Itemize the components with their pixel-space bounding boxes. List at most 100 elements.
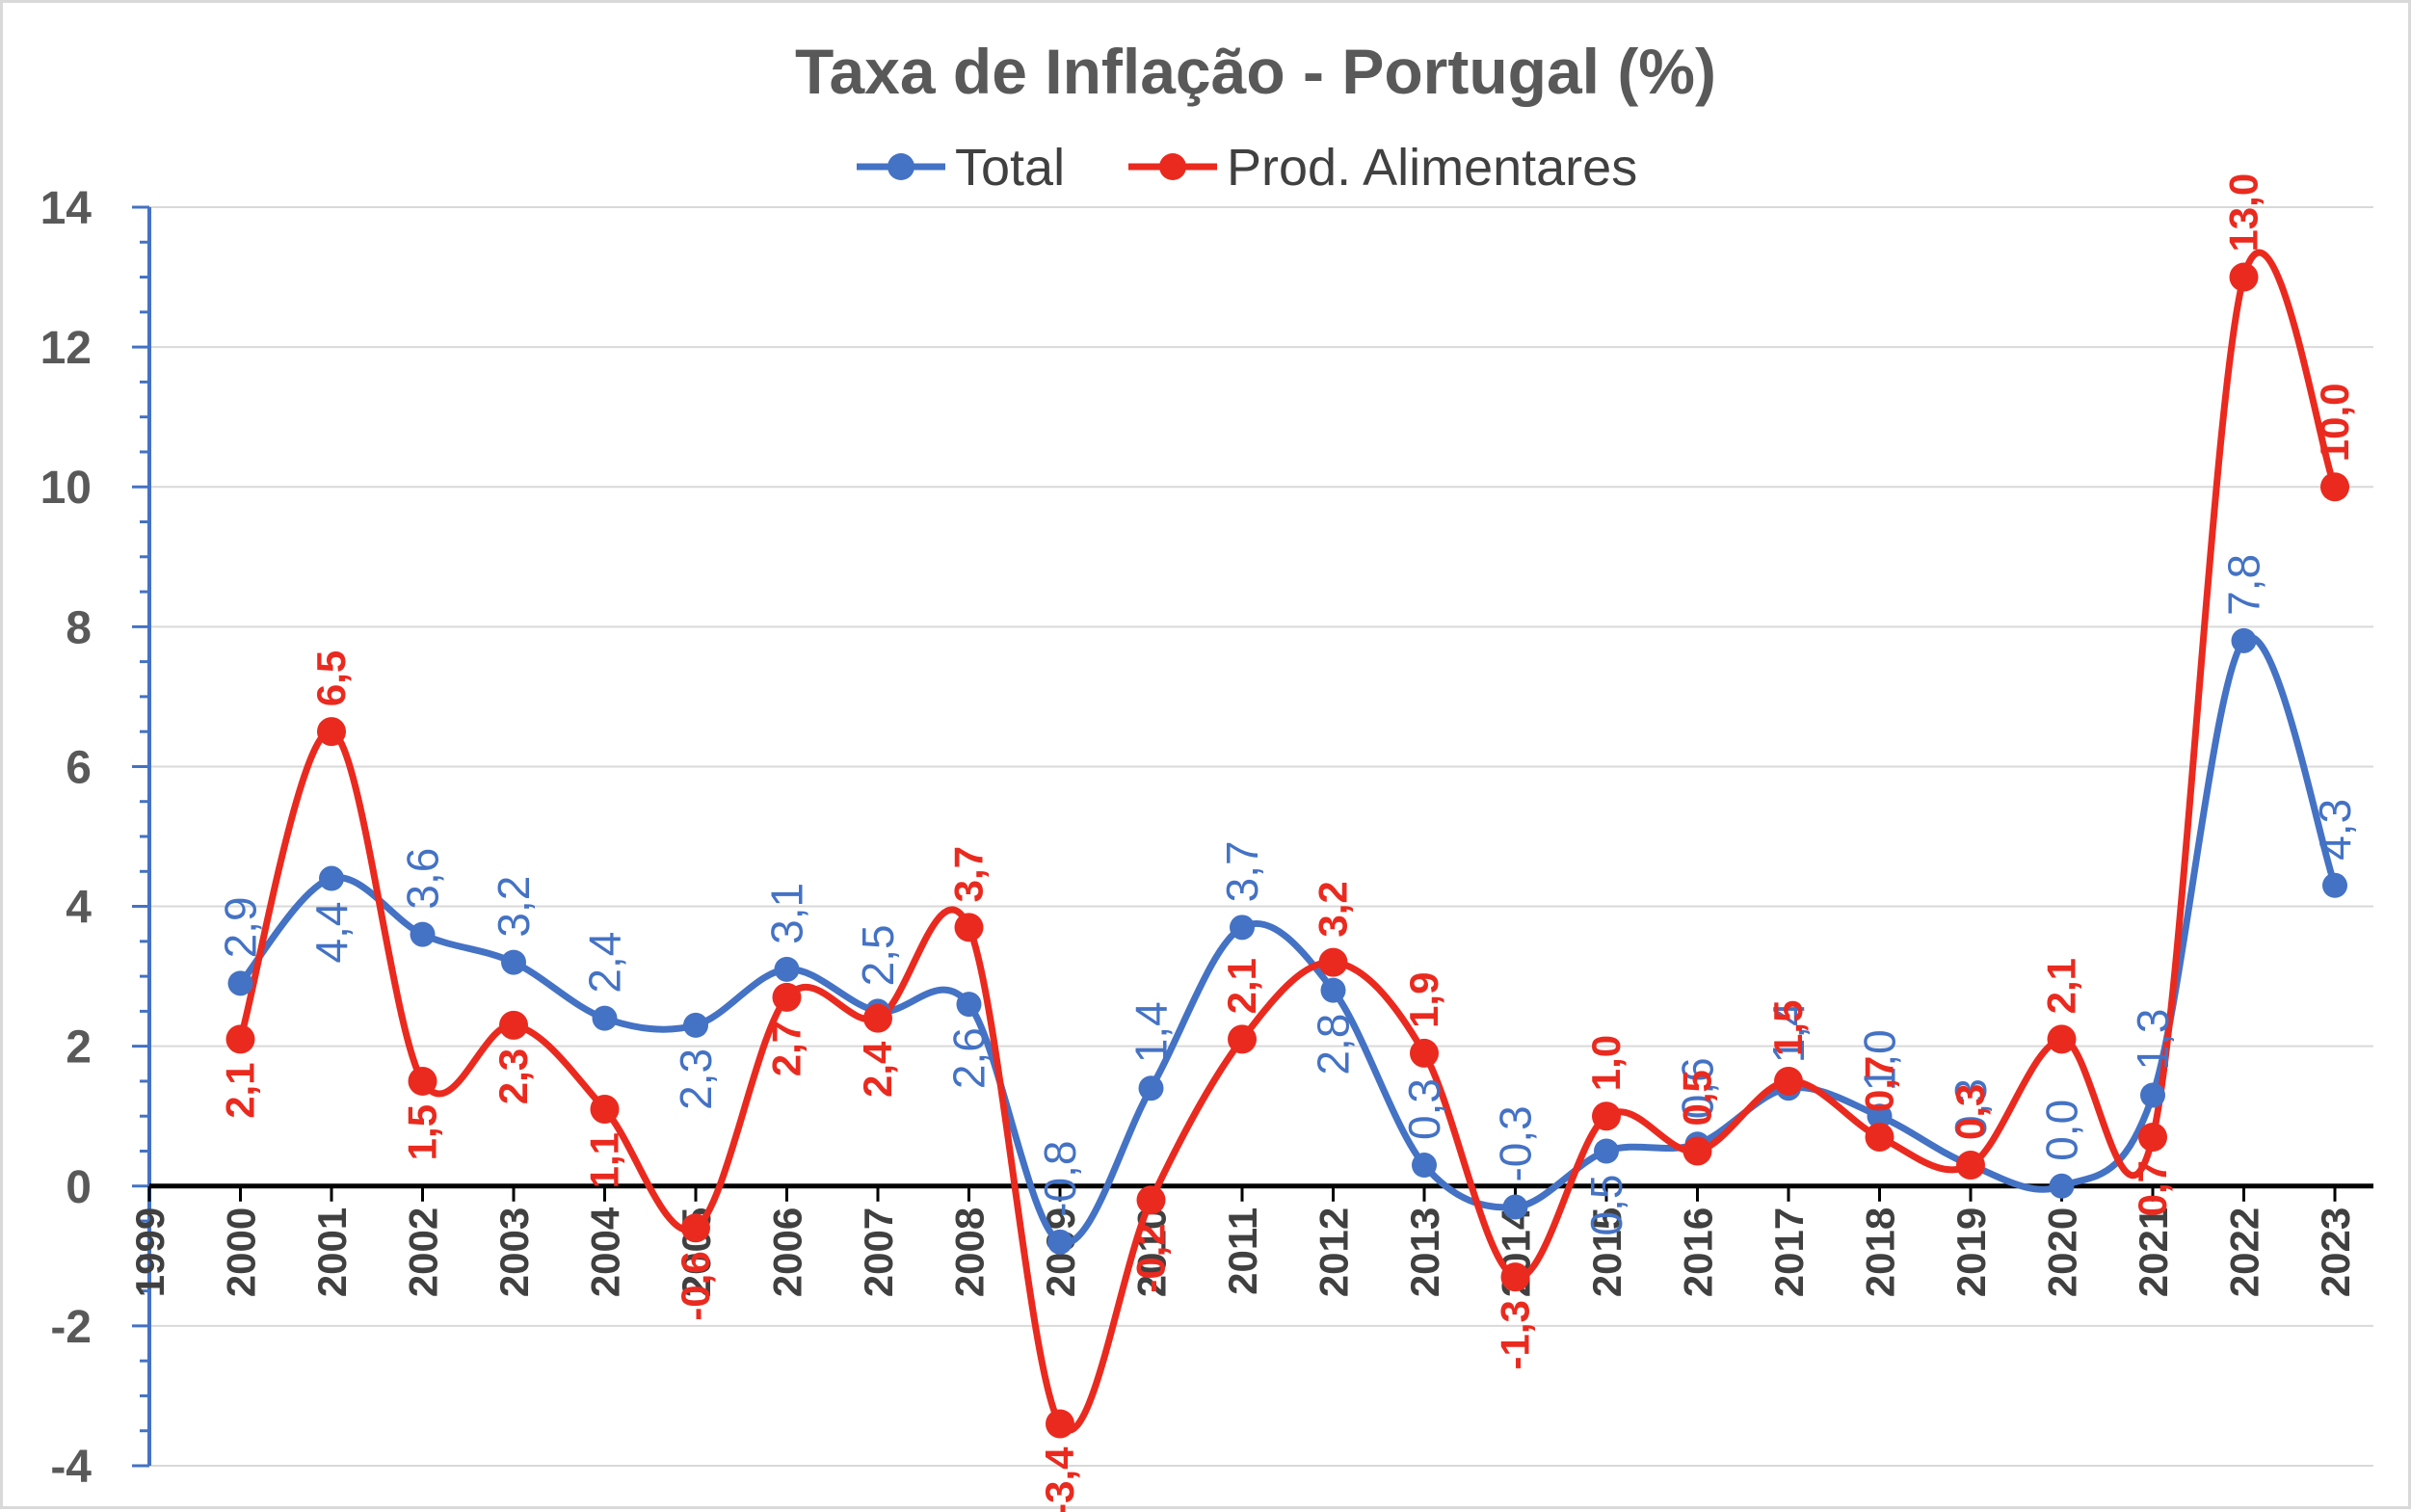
total-point [319, 865, 344, 891]
total-data-label: -0,3 [1491, 1105, 1541, 1181]
x-tick-label: 2023 [2313, 1207, 2358, 1297]
total-point [2049, 1173, 2075, 1199]
x-tick-label: 2008 [947, 1207, 993, 1297]
prod-alimentares-point [772, 982, 802, 1012]
total-data-label: 0,3 [1399, 1078, 1449, 1140]
total-point [956, 992, 982, 1018]
data-labels: 2,9 4,4 3,6 3,2 2,4 2,3 3,1 2,5 2,6 -0,8 1,4 3,7 2,8… [216, 173, 2361, 1512]
prod-alimentares-point [1228, 1024, 1257, 1054]
legend-swatch-marker [1159, 153, 1186, 180]
prod-alimentares-data-label: 1,1 [582, 1132, 627, 1188]
total-point [1320, 977, 1346, 1003]
total-data-label: 3,6 [398, 848, 448, 910]
total-point [2231, 627, 2257, 653]
x-tick-label: 2021 [2131, 1207, 2176, 1297]
y-tick-label: -4 [50, 1442, 92, 1493]
prod-alimentares-data-label: 0,7 [2130, 1160, 2175, 1216]
gridlines [149, 206, 2373, 1467]
x-tick-label: 2006 [765, 1207, 810, 1297]
line-chart: Taxa de Inflação - Portugal (%) Total Pro… [40, 36, 2373, 1512]
y-tick-label: 0 [66, 1162, 92, 1213]
prod-alimentares-data-label: 2,1 [1219, 958, 1264, 1014]
prod-alimentares-point [1956, 1151, 1985, 1180]
prod-alimentares-data-label: 0,5 [1675, 1070, 1720, 1126]
prod-alimentares-point [1500, 1262, 1530, 1292]
prod-alimentares-data-label: 13,0 [2221, 173, 2266, 252]
series-line-total [237, 633, 2339, 1247]
prod-alimentares-data-label: 3,2 [1311, 881, 1356, 937]
total-point [1867, 1103, 1893, 1129]
x-tick-label: 2010 [1129, 1207, 1175, 1297]
total-data-label: 3,7 [1217, 840, 1267, 902]
legend-swatch-marker [888, 153, 914, 180]
total-point [1138, 1075, 1164, 1101]
total-data-label: 2,6 [944, 1027, 994, 1089]
y-tick-label: 14 [40, 183, 93, 234]
prod-alimentares-data-label: 2,1 [2039, 958, 2084, 1014]
total-data-label: 0,0 [2037, 1100, 2087, 1161]
prod-alimentares-point [1682, 1136, 1712, 1166]
prod-alimentares-data-label: -1,3 [1493, 1300, 1538, 1369]
x-tick-label: 2004 [583, 1207, 628, 1297]
prod-alimentares-data-label: 1,0 [1583, 1035, 1629, 1091]
prod-alimentares-point [681, 1213, 710, 1243]
x-tick-label: 2015 [1584, 1207, 1629, 1297]
prod-alimentares-point [954, 913, 984, 942]
x-tick-label: 2018 [1858, 1207, 1903, 1297]
x-tick-label: 2003 [491, 1207, 537, 1297]
total-point [501, 949, 526, 975]
total-data-label: 0,3 [1946, 1078, 1996, 1140]
prod-alimentares-point [863, 1003, 892, 1033]
prod-alimentares-data-label: -0,6 [673, 1251, 718, 1320]
x-tick-label: 2022 [2222, 1207, 2267, 1297]
prod-alimentares-point [2320, 472, 2349, 502]
prod-alimentares-point [1774, 1066, 1803, 1096]
prod-alimentares-point [1410, 1038, 1439, 1068]
prod-alimentares-point [2047, 1024, 2077, 1054]
legend-label: Prod. Alimentares [1227, 139, 1637, 197]
prod-alimentares-data-label: 6,5 [308, 650, 354, 706]
y-tick-label: 8 [66, 602, 92, 653]
prod-alimentares-point [590, 1094, 620, 1124]
y-axis: -4 -2 0 2 4 6 8 10 12 14 [40, 183, 151, 1493]
total-data-label: 2,4 [580, 932, 630, 994]
total-data-label: -0,8 [1035, 1141, 1085, 1217]
total-point [1230, 915, 1255, 941]
total-point [2140, 1082, 2165, 1108]
x-tick-label: 2012 [1311, 1207, 1357, 1297]
x-tick-label: 2007 [856, 1207, 901, 1297]
prod-alimentares-data-label: 1,5 [400, 1104, 445, 1160]
prod-alimentares-point [499, 1010, 528, 1040]
x-tick-label: 2020 [2040, 1207, 2085, 1297]
total-point [774, 956, 800, 982]
total-point [1412, 1153, 1437, 1179]
prod-alimentares-point [1865, 1122, 1894, 1152]
total-data-label: 1,0 [1855, 1029, 1905, 1091]
total-data-label: 2,9 [216, 896, 266, 958]
total-point [2322, 872, 2347, 898]
total-data-label: 4,4 [306, 902, 357, 964]
y-tick-label: 10 [40, 463, 92, 514]
prod-alimentares-data-label: 0,7 [1857, 1056, 1902, 1112]
total-data-label: 3,1 [762, 883, 812, 944]
prod-alimentares-data-label: 2,1 [218, 1062, 263, 1118]
prod-alimentares-point [408, 1066, 437, 1096]
prod-alimentares-data-label: 2,4 [855, 1041, 900, 1098]
y-tick-label: 12 [40, 323, 92, 374]
x-tick-label: 2017 [1766, 1207, 1812, 1297]
total-data-label: 2,5 [853, 924, 903, 986]
prod-alimentares-data-label: -0,2 [1128, 1223, 1174, 1292]
prod-alimentares-point [1046, 1409, 1074, 1439]
prod-alimentares-data-label: 2,7 [764, 1021, 809, 1076]
total-point [592, 1005, 618, 1031]
prod-alimentares-point [1592, 1101, 1621, 1131]
x-tick-label: 1999 [127, 1207, 172, 1297]
prod-alimentares-data-label: 1,9 [1401, 972, 1446, 1028]
prod-alimentares-point [1318, 947, 1348, 977]
x-tick-label: 2019 [1948, 1207, 1994, 1297]
total-data-label: 4,3 [2310, 799, 2360, 861]
total-data-label: 1,4 [1126, 1001, 1177, 1063]
total-data-label: 0,6 [1673, 1057, 1723, 1119]
x-axis: 1999 2000 2001 2002 2003 2004 2005 2006 2007 2008… [127, 1183, 2373, 1297]
